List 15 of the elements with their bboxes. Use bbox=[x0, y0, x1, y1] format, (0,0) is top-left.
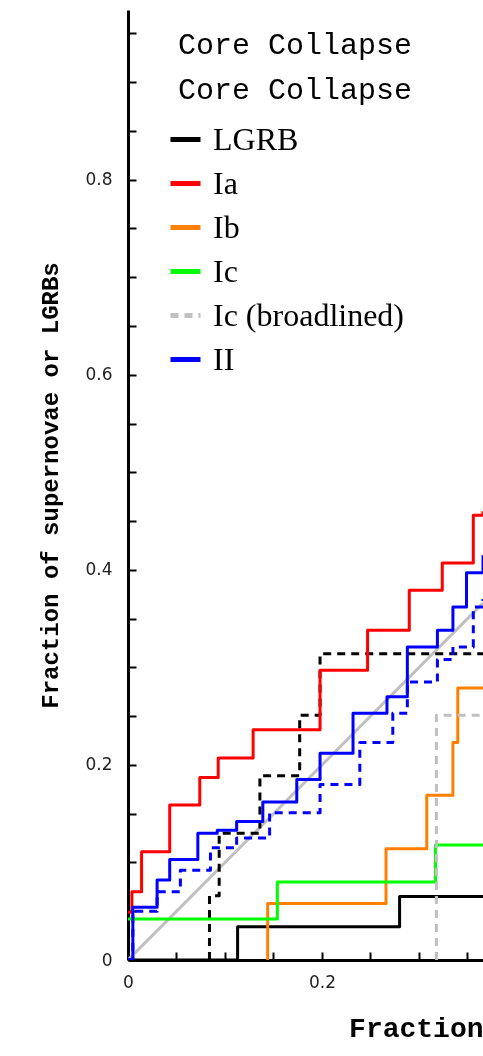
legend-label: Ic bbox=[213, 252, 238, 289]
y-tick-label: 0 bbox=[101, 949, 113, 970]
annotation: Core Collapse bbox=[178, 29, 413, 63]
legend-label: LGRB bbox=[213, 120, 299, 157]
x-axis-title: Fraction bbox=[349, 1013, 483, 1045]
y-tick-label: 0.4 bbox=[85, 559, 113, 580]
legend-label: Ib bbox=[213, 208, 240, 245]
y-tick-label: 0.6 bbox=[85, 364, 113, 385]
annotation: Core Collapse bbox=[178, 74, 413, 108]
y-axis-title: Fraction of supernovae or LGRBs bbox=[38, 262, 66, 709]
legend-label: II bbox=[213, 340, 235, 377]
legend-label: Ic (broadlined) bbox=[213, 296, 405, 333]
y-tick-label: 0.2 bbox=[85, 754, 113, 775]
y-tick-label: 0.8 bbox=[85, 169, 113, 190]
legend-label: Ia bbox=[213, 164, 238, 201]
